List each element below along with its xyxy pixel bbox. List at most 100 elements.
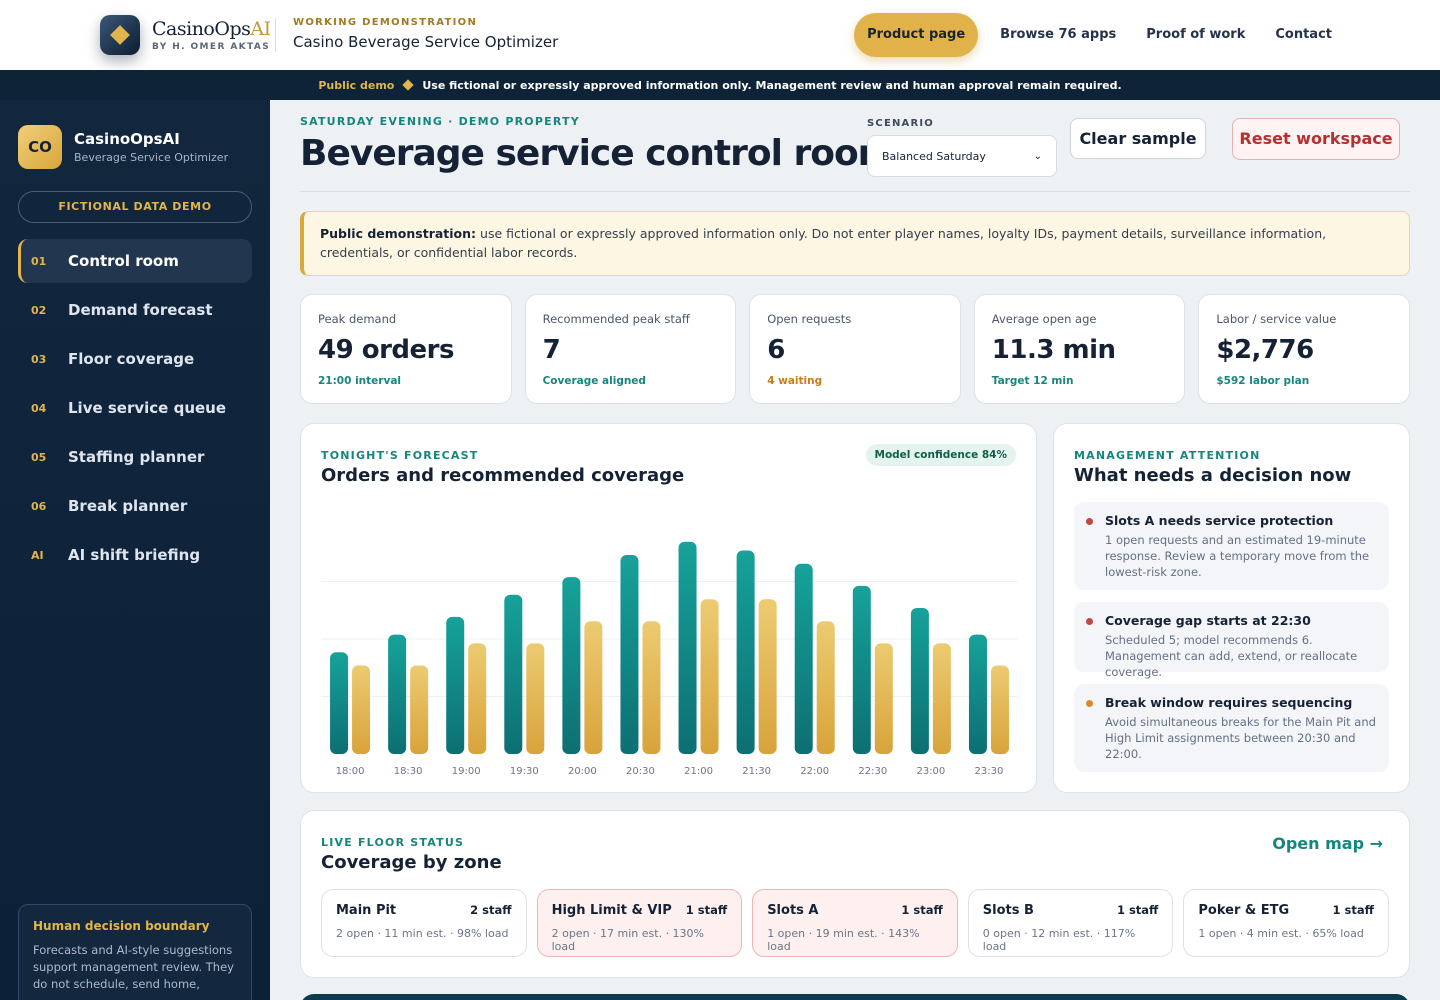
nav-label: Demand forecast <box>68 301 213 319</box>
x-tick-label: 19:30 <box>510 766 539 774</box>
top-bar: CasinoOpsAI BY H. OMER AKTAS WORKING DEM… <box>0 0 1440 70</box>
nav-label: Break planner <box>68 497 188 515</box>
sidebar-item-demand-forecast[interactable]: 02 Demand forecast <box>18 288 252 332</box>
coverage-bar <box>758 599 777 754</box>
zone-meta: 1 open · 19 min est. · 143% load <box>767 927 920 953</box>
sidebar-item-live-service-queue[interactable]: 04 Live service queue <box>18 386 252 430</box>
forecast-title: Orders and recommended coverage <box>321 465 685 486</box>
alert-dot-icon <box>1086 618 1093 625</box>
brand-byline: BY H. OMER AKTAS <box>152 42 271 52</box>
zone-card-slots-b[interactable]: Slots B 1 staff 0 open · 12 min est. · 11… <box>967 889 1174 957</box>
fictional-data-badge: FICTIONAL DATA DEMO <box>18 191 252 223</box>
nav-number: 01 <box>31 254 47 268</box>
main-content: SATURDAY EVENING · DEMO PROPERTY Beverag… <box>270 100 1440 1000</box>
attention-item[interactable]: Slots A needs service protection 1 open … <box>1074 502 1389 590</box>
zone-meta: 2 open · 11 min est. · 98% load <box>336 927 509 940</box>
sidebar-item-break-planner[interactable]: 06 Break planner <box>18 484 252 528</box>
attention-item[interactable]: Coverage gap starts at 22:30 Scheduled 5… <box>1074 602 1389 679</box>
x-tick-label: 21:30 <box>742 766 771 774</box>
proof-of-work-link[interactable]: Proof of work <box>1146 27 1246 42</box>
zone-name: Main Pit <box>336 903 397 918</box>
forecast-card: TONIGHT'S FORECAST Orders and recommende… <box>300 423 1037 793</box>
sidebar-nav: 01 Control room 02 Demand forecast 03 Floor… <box>18 239 252 582</box>
clear-sample-button[interactable]: Clear sample <box>1070 118 1206 159</box>
brand-logo[interactable]: CasinoOpsAI BY H. OMER AKTAS <box>100 15 271 55</box>
orders-bar <box>794 563 813 754</box>
attention-item-text: Scheduled 5; model recommends 6. Managem… <box>1105 633 1358 679</box>
nav-number: 06 <box>31 499 47 513</box>
kpi-card-peak-demand: Peak demand 49 orders 21:00 interval <box>300 294 512 404</box>
chevron-down-icon: ⌄ <box>1033 150 1042 162</box>
floor-title: Coverage by zone <box>321 852 502 873</box>
kpi-label: Open requests <box>767 312 852 326</box>
browse-apps-link[interactable]: Browse 76 apps <box>1000 27 1117 42</box>
kpi-label: Peak demand <box>318 312 397 326</box>
attention-eyebrow: MANAGEMENT ATTENTION <box>1074 449 1261 462</box>
attention-item-title: Coverage gap starts at 22:30 <box>1105 613 1311 628</box>
orders-bar <box>910 608 929 754</box>
kpi-value: $2,776 <box>1216 335 1314 365</box>
sidebar-item-ai-shift-briefing[interactable]: AI AI shift briefing <box>18 533 252 577</box>
zone-list: Main Pit 2 staff 2 open · 11 min est. · 9… <box>321 889 1389 957</box>
nav-label: Staffing planner <box>68 448 205 466</box>
top-nav: Product page Browse 76 apps Proof of wor… <box>854 13 1340 57</box>
public-demo-banner: Public demo Use fictional or expressly a… <box>0 70 1440 100</box>
management-attention-card: MANAGEMENT ATTENTION What needs a decisi… <box>1053 423 1410 793</box>
zone-staff: 1 staff <box>1332 903 1374 917</box>
warning-dot-icon <box>1086 700 1093 707</box>
sidebar-item-staffing-planner[interactable]: 05 Staffing planner <box>18 435 252 479</box>
zone-card-poker-etg[interactable]: Poker & ETG 1 staff 1 open · 4 min est. ·… <box>1183 889 1389 957</box>
zone-meta: 2 open · 17 min est. · 130% load <box>551 927 705 953</box>
zone-card-main-pit[interactable]: Main Pit 2 staff 2 open · 11 min est. · 9… <box>321 889 527 957</box>
product-page-button[interactable]: Product page <box>854 13 979 57</box>
zone-staff: 1 staff <box>901 903 943 917</box>
attention-item-text: 1 open requests and an estimated 19-minu… <box>1105 533 1370 579</box>
sidebar-item-control-room[interactable]: 01 Control room <box>18 239 252 283</box>
sidebar-item-floor-coverage[interactable]: 03 Floor coverage <box>18 337 252 381</box>
x-tick-label: 19:00 <box>452 766 481 774</box>
orders-bar <box>852 585 871 754</box>
zone-meta: 0 open · 12 min est. · 117% load <box>982 927 1136 953</box>
nav-label: AI shift briefing <box>68 546 201 564</box>
zone-staff: 1 staff <box>685 903 728 917</box>
contact-link[interactable]: Contact <box>1275 27 1332 42</box>
scenario-value: Balanced Saturday <box>882 149 986 163</box>
attention-item[interactable]: Break window requires sequencing Avoid s… <box>1074 684 1389 772</box>
nav-number: 05 <box>31 450 47 464</box>
coverage-bar <box>990 665 1009 754</box>
scenario-select[interactable]: Balanced Saturday ⌄ <box>867 135 1057 177</box>
x-tick-label: 22:30 <box>858 766 887 774</box>
notice-text: use fictional or expressly approved info… <box>320 226 1327 260</box>
kpi-value: 6 <box>767 335 785 365</box>
coverage-bar <box>468 643 487 754</box>
sidebar-app-subtitle: Beverage Service Optimizer <box>74 151 229 164</box>
human-decision-boundary: Human decision boundary Forecasts and AI… <box>18 904 252 1000</box>
attention-item-title: Break window requires sequencing <box>1105 695 1353 710</box>
sidebar-app-name: CasinoOpsAI <box>74 130 180 148</box>
open-map-link[interactable]: Open map → <box>1272 834 1383 853</box>
reset-workspace-button[interactable]: Reset workspace <box>1232 118 1400 160</box>
coverage-bar <box>642 621 661 754</box>
divider <box>275 18 276 52</box>
nav-label: Floor coverage <box>68 350 195 368</box>
zone-card-slots-a[interactable]: Slots A 1 staff 1 open · 19 min est. · 14… <box>752 889 958 957</box>
coverage-bar <box>410 665 429 754</box>
coverage-bar <box>816 621 835 754</box>
nav-number: 04 <box>31 401 47 415</box>
orders-bar <box>446 616 465 754</box>
coverage-bar <box>352 665 371 754</box>
orders-bar <box>620 554 639 754</box>
page-title: Beverage service control room <box>300 133 895 174</box>
coverage-bar <box>874 643 893 754</box>
kpi-note: 4 waiting <box>767 375 823 387</box>
zone-name: High Limit & VIP <box>551 903 672 918</box>
orders-bar <box>968 634 987 754</box>
coverage-bar <box>526 643 545 754</box>
zone-card-high-limit-vip[interactable]: High Limit & VIP 1 staff 2 open · 17 min … <box>536 889 743 957</box>
divider <box>300 191 1410 192</box>
kpi-label: Average open age <box>991 312 1097 326</box>
brand-diamond-icon <box>100 15 140 55</box>
sidebar-brand: CO CasinoOpsAI Beverage Service Optimize… <box>18 125 228 169</box>
orders-bar <box>504 594 523 754</box>
attention-item-text: Avoid simultaneous breaks for the Main P… <box>1105 715 1376 761</box>
